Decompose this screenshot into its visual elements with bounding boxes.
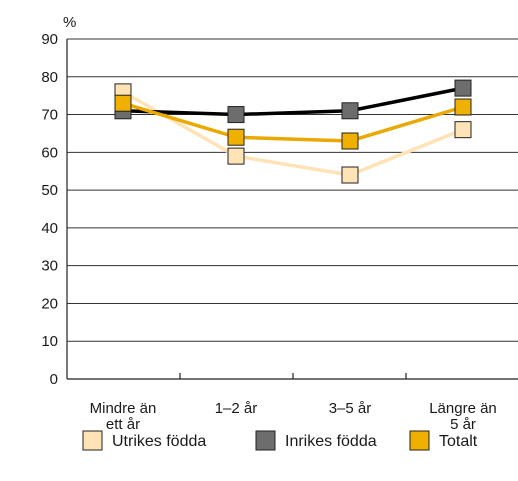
grid-lines xyxy=(67,38,518,342)
y-tick-label-10: 10 xyxy=(41,333,58,350)
series-line-1 xyxy=(122,86,464,117)
axes xyxy=(66,39,518,380)
legend-label-1: Inrikes födda xyxy=(285,433,377,450)
y-tick-label-80: 80 xyxy=(41,69,58,86)
y-tick-label-50: 50 xyxy=(41,182,58,199)
point-0-3 xyxy=(454,121,472,139)
x-category-labels: Mindre än ett år 1–2 år 3–5 år Längre än 5 år xyxy=(90,400,497,433)
y-tick-labels: 0 10 20 30 40 50 60 70 80 90 xyxy=(41,31,58,388)
category-label-0: Mindre än ett år xyxy=(90,400,157,433)
point-2-0 xyxy=(114,94,132,112)
series-0 xyxy=(122,90,464,177)
point-2-3 xyxy=(454,98,472,116)
y-tick-label-30: 30 xyxy=(41,258,58,275)
point-0-1 xyxy=(227,147,245,165)
series-2 xyxy=(122,101,464,143)
legend-swatch-1 xyxy=(255,430,276,451)
point-1-1 xyxy=(227,106,245,124)
y-tick-label-20: 20 xyxy=(41,295,58,312)
y-tick-label-0: 0 xyxy=(50,371,58,388)
series-line-2 xyxy=(122,101,464,143)
point-1-2 xyxy=(341,102,359,120)
y-tick-label-40: 40 xyxy=(41,220,58,237)
legend-swatch-0 xyxy=(82,430,103,451)
legend-swatch-2 xyxy=(409,430,430,451)
category-label-2: 3–5 år xyxy=(329,400,372,417)
series-line-0 xyxy=(122,90,464,177)
point-2-2 xyxy=(341,132,359,150)
point-1-3 xyxy=(454,79,472,97)
y-tick-label-90: 90 xyxy=(41,31,58,48)
series-layer xyxy=(114,79,472,184)
y-tick-label-70: 70 xyxy=(41,107,58,124)
legend: Utrikes födda Inrikes födda Totalt xyxy=(82,430,478,451)
legend-label-0: Utrikes födda xyxy=(112,433,206,450)
point-0-2 xyxy=(341,166,359,184)
category-label-3: Längre än 5 år xyxy=(429,400,497,433)
series-markers-2 xyxy=(114,94,472,150)
series-1 xyxy=(122,86,464,117)
y-unit-label: % xyxy=(63,14,76,31)
point-2-1 xyxy=(227,128,245,146)
legend-label-2: Totalt xyxy=(439,433,478,450)
y-tick-label-60: 60 xyxy=(41,144,58,161)
category-label-1: 1–2 år xyxy=(215,400,258,417)
